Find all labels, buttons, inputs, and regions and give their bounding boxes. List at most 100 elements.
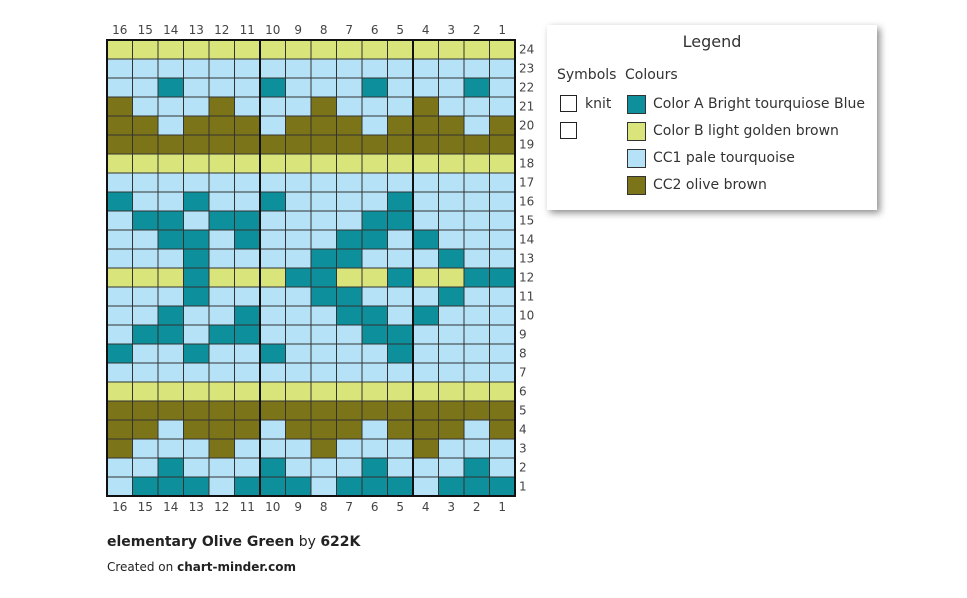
chart-cell <box>183 287 209 306</box>
blank-symbol-box <box>560 122 577 139</box>
chart-cell <box>387 116 413 135</box>
chart-cell <box>336 192 362 211</box>
chart-cell <box>413 135 439 154</box>
chart-cell <box>234 268 260 287</box>
chart-cell <box>234 97 260 116</box>
chart-cell <box>413 344 439 363</box>
chart-cell <box>387 135 413 154</box>
created-prefix: Created on <box>107 560 174 574</box>
chart-cell <box>464 268 490 287</box>
colour-label-b: Color B light golden brown <box>653 123 839 139</box>
chart-cell <box>413 192 439 211</box>
row-number: 8 <box>519 347 527 361</box>
chart-cell <box>438 439 464 458</box>
chart-cell <box>183 401 209 420</box>
chart-cell <box>362 458 388 477</box>
chart-cell <box>362 344 388 363</box>
chart-cell <box>362 59 388 78</box>
row-number: 24 <box>519 43 534 57</box>
column-number-bottom: 4 <box>422 500 430 514</box>
chart-cell <box>285 306 311 325</box>
chart-cell <box>132 211 158 230</box>
chart-cell <box>464 458 490 477</box>
chart-cell <box>260 325 286 344</box>
pattern-title: elementary Olive Green <box>107 534 295 550</box>
chart-cell <box>438 401 464 420</box>
chart-cell <box>107 401 133 420</box>
chart-cell <box>413 363 439 382</box>
chart-cell <box>387 325 413 344</box>
chart-cell <box>489 59 515 78</box>
chart-cell <box>107 230 133 249</box>
column-number-top: 1 <box>498 23 506 37</box>
row-number: 3 <box>519 442 527 456</box>
chart-cell <box>107 363 133 382</box>
chart-cell <box>209 249 235 268</box>
chart-cell <box>158 97 184 116</box>
chart-cell <box>311 382 337 401</box>
chart-cell <box>438 116 464 135</box>
chart-cell <box>413 306 439 325</box>
chart-border <box>106 39 516 497</box>
chart-cell <box>158 363 184 382</box>
chart-cell <box>336 173 362 192</box>
column-number-bottom: 6 <box>371 500 379 514</box>
column-number-top: 5 <box>396 23 404 37</box>
chart-cell <box>311 192 337 211</box>
site-link[interactable]: chart-minder.com <box>177 560 296 574</box>
chart-cell <box>464 477 490 496</box>
chart-cell <box>438 40 464 59</box>
chart-cell <box>285 439 311 458</box>
chart-cell <box>285 230 311 249</box>
chart-cell <box>413 211 439 230</box>
row-number: 15 <box>519 214 534 228</box>
row-number: 6 <box>519 385 527 399</box>
chart-cell <box>489 439 515 458</box>
chart-cell <box>311 325 337 344</box>
column-number-top: 3 <box>447 23 455 37</box>
chart-cell <box>107 249 133 268</box>
chart-cell <box>183 230 209 249</box>
chart-cell <box>464 401 490 420</box>
chart-cell <box>336 382 362 401</box>
chart-cell <box>158 154 184 173</box>
chart-cell <box>260 401 286 420</box>
chart-cell <box>387 477 413 496</box>
chart-cell <box>362 363 388 382</box>
chart-cell <box>260 230 286 249</box>
chart-cell <box>260 40 286 59</box>
chart-cell <box>464 97 490 116</box>
chart-cell <box>336 116 362 135</box>
chart-cell <box>336 363 362 382</box>
row-number: 14 <box>519 233 534 247</box>
row-number: 21 <box>519 100 534 114</box>
chart-cell <box>285 59 311 78</box>
chart-cell <box>183 458 209 477</box>
chart-cell <box>311 268 337 287</box>
column-number-top: 6 <box>371 23 379 37</box>
chart-cell <box>234 154 260 173</box>
chart-cell <box>132 192 158 211</box>
chart-cell <box>209 420 235 439</box>
chart-cell <box>336 230 362 249</box>
chart-cell <box>362 401 388 420</box>
chart-cell <box>413 439 439 458</box>
chart-cell <box>107 135 133 154</box>
column-number-bottom: 1 <box>498 500 506 514</box>
chart-cell <box>234 230 260 249</box>
column-number-bottom: 9 <box>294 500 302 514</box>
chart-cell <box>107 458 133 477</box>
chart-cell <box>311 249 337 268</box>
chart-cell <box>362 192 388 211</box>
knit-symbol-box <box>560 95 577 112</box>
chart-cell <box>285 135 311 154</box>
column-number-bottom: 14 <box>163 500 178 514</box>
chart-cell <box>438 173 464 192</box>
column-number-top: 13 <box>189 23 204 37</box>
chart-cell <box>489 135 515 154</box>
colour-label-cc1: CC1 pale tourquoise <box>653 150 795 166</box>
chart-cell <box>362 116 388 135</box>
row-number: 10 <box>519 309 534 323</box>
chart-cell <box>107 59 133 78</box>
chart-cell <box>387 363 413 382</box>
